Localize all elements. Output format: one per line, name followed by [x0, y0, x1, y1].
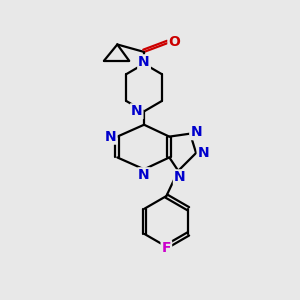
Text: N: N — [174, 170, 185, 184]
Text: N: N — [105, 130, 117, 144]
Text: N: N — [190, 125, 202, 139]
Text: N: N — [198, 146, 209, 160]
Text: O: O — [168, 34, 180, 49]
Text: F: F — [162, 241, 171, 255]
Text: N: N — [131, 104, 142, 118]
Text: N: N — [138, 55, 150, 69]
Text: N: N — [138, 168, 150, 182]
